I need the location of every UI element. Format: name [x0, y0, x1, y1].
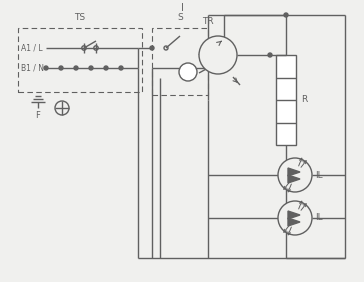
Circle shape [278, 158, 312, 192]
Circle shape [199, 36, 237, 74]
Circle shape [59, 66, 63, 70]
Text: A1 / L: A1 / L [21, 43, 43, 52]
Polygon shape [288, 211, 300, 219]
Text: I: I [181, 3, 183, 13]
Circle shape [44, 66, 48, 70]
Circle shape [268, 53, 272, 57]
Text: TR: TR [202, 17, 214, 27]
Circle shape [74, 66, 78, 70]
Circle shape [179, 63, 197, 81]
Text: IL: IL [315, 171, 323, 180]
Circle shape [284, 13, 288, 17]
Text: R: R [301, 96, 307, 105]
Text: S: S [177, 14, 183, 23]
Polygon shape [288, 168, 300, 176]
Circle shape [89, 66, 93, 70]
Bar [276, 55, 296, 145]
Text: B1 / N: B1 / N [21, 63, 44, 72]
Circle shape [150, 46, 154, 50]
Circle shape [104, 66, 108, 70]
Circle shape [119, 66, 123, 70]
Polygon shape [288, 175, 300, 183]
Polygon shape [288, 218, 300, 226]
Text: F: F [36, 111, 40, 120]
Text: TS: TS [74, 14, 86, 23]
Text: IL: IL [315, 213, 323, 222]
Circle shape [278, 201, 312, 235]
